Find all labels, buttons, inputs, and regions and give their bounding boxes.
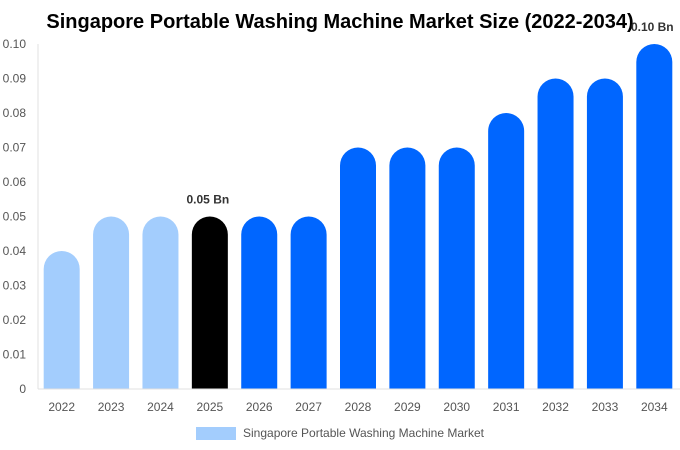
y-tick-label: 0.03 bbox=[3, 279, 27, 293]
y-tick-label: 0.01 bbox=[3, 348, 27, 362]
x-tick-label: 2034 bbox=[641, 400, 668, 414]
y-tick-label: 0.04 bbox=[3, 244, 27, 258]
y-axis: 0 0.01 0.02 0.03 0.04 0.05 0.06 0.07 0.08 0.09 0.1… bbox=[3, 37, 39, 396]
data-labels: 0.05 Bn 0.10 Bn bbox=[187, 20, 674, 207]
bar-2030[interactable] bbox=[438, 147, 475, 390]
x-tick-label: 2032 bbox=[542, 400, 569, 414]
y-tick-label: 0.10 bbox=[3, 37, 27, 51]
bar-2027[interactable] bbox=[290, 216, 327, 390]
bar-2026[interactable] bbox=[241, 216, 278, 390]
x-tick-label: 2025 bbox=[196, 400, 223, 414]
bars bbox=[43, 44, 673, 390]
bar-2028[interactable] bbox=[340, 147, 376, 390]
bar-2029[interactable] bbox=[389, 147, 426, 390]
x-tick-label: 2029 bbox=[394, 400, 421, 414]
bar-2023[interactable] bbox=[93, 216, 130, 390]
bar-2025[interactable] bbox=[191, 216, 228, 390]
bar-2031[interactable] bbox=[488, 112, 525, 389]
y-tick-label: 0.06 bbox=[3, 175, 27, 189]
y-tick-label: 0.09 bbox=[3, 72, 27, 86]
legend[interactable]: Singapore Portable Washing Machine Marke… bbox=[196, 426, 485, 440]
data-label-2025: 0.05 Bn bbox=[187, 193, 230, 207]
x-tick-label: 2023 bbox=[98, 400, 125, 414]
x-tick-label: 2033 bbox=[592, 400, 619, 414]
y-tick-label: 0.02 bbox=[3, 313, 27, 327]
legend-label: Singapore Portable Washing Machine Marke… bbox=[243, 426, 485, 440]
x-tick-label: 2028 bbox=[345, 400, 372, 414]
x-tick-label: 2030 bbox=[443, 400, 470, 414]
x-tick-label: 2026 bbox=[246, 400, 273, 414]
chart-title: Singapore Portable Washing Machine Marke… bbox=[46, 11, 633, 33]
x-tick-label: 2031 bbox=[493, 400, 520, 414]
legend-swatch bbox=[196, 427, 236, 440]
y-tick-label: 0.07 bbox=[3, 141, 27, 155]
bar-2024[interactable] bbox=[142, 216, 179, 390]
x-axis: 2022 2023 2024 2025 2026 2027 2028 2029 2030 2031… bbox=[38, 388, 680, 414]
bar-2022[interactable] bbox=[43, 251, 80, 389]
x-tick-label: 2024 bbox=[147, 400, 174, 414]
y-tick-label: 0 bbox=[19, 382, 26, 396]
bar-2033[interactable] bbox=[586, 78, 623, 390]
y-tick-label: 0.05 bbox=[3, 210, 27, 224]
x-tick-label: 2022 bbox=[48, 400, 75, 414]
data-label-2034: 0.10 Bn bbox=[631, 20, 674, 34]
bar-2032[interactable] bbox=[537, 78, 574, 390]
bar-2034[interactable] bbox=[636, 44, 673, 389]
y-tick-label: 0.08 bbox=[3, 106, 27, 120]
x-tick-label: 2027 bbox=[295, 400, 322, 414]
